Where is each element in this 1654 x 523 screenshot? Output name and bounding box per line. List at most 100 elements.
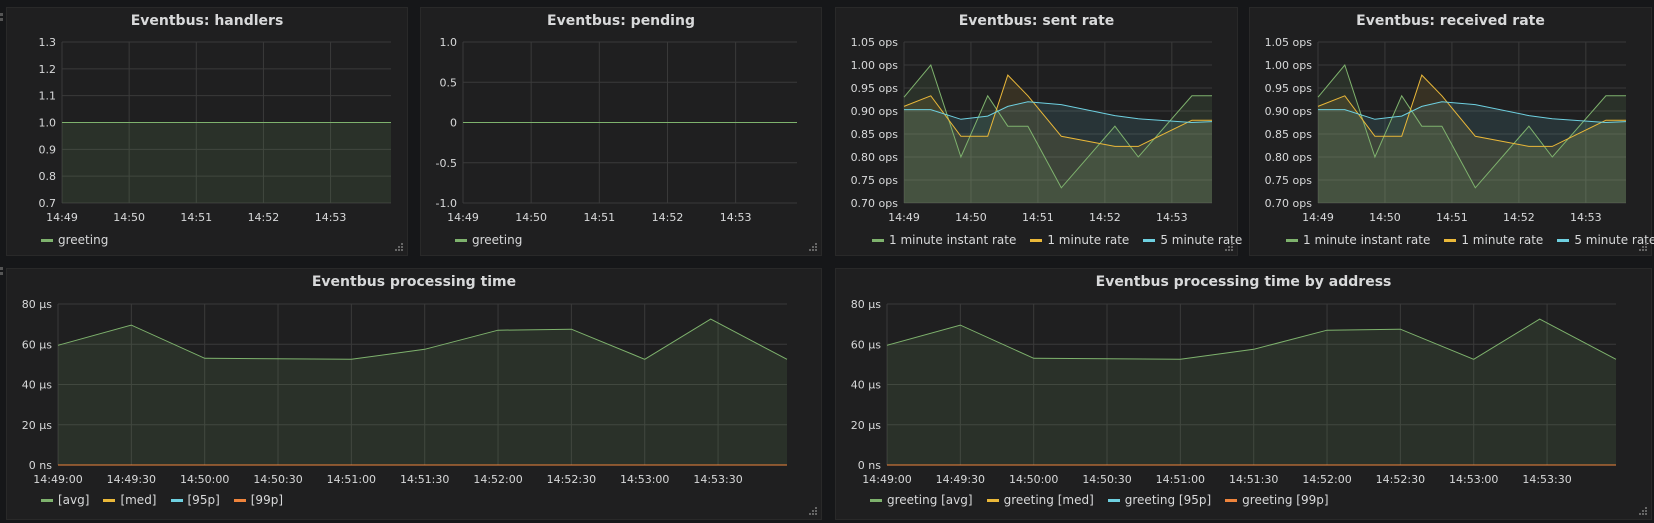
y-tick-label: 0.75 ops xyxy=(851,174,899,187)
y-tick-label: 0.9 xyxy=(39,143,57,156)
series-line-5-minute-rate[interactable] xyxy=(904,101,1213,124)
panel-title[interactable]: Eventbus: received rate xyxy=(1356,13,1545,29)
x-tick-label: 14:49 xyxy=(888,211,920,224)
resize-handle-icon[interactable] xyxy=(1639,243,1648,252)
legend-item-med[interactable]: [med] xyxy=(103,493,157,507)
x-tick-label: 14:51:30 xyxy=(1229,473,1278,486)
row-drag-handle-top[interactable] xyxy=(0,10,5,22)
chart-received-rate: 0.70 ops 0.75 ops 0.80 ops 0.85 ops 0.90 ops… xyxy=(1265,36,1627,224)
series-area-1-minute-instant-rate xyxy=(1318,65,1626,203)
panel-title[interactable]: Eventbus processing time by address xyxy=(1095,274,1392,290)
x-tick-label: 14:53:30 xyxy=(1522,473,1571,486)
x-tick-label: 14:49 xyxy=(447,211,479,224)
legend-item-greeting-med[interactable]: greeting [med] xyxy=(986,493,1094,507)
legend-item-greeting-99p[interactable]: greeting [99p] xyxy=(1225,493,1329,507)
legend: 1 minute instant rate 1 minute rate 5 minu… xyxy=(1286,233,1654,247)
legend-item-99p[interactable]: [99p] xyxy=(233,493,283,507)
legend-item-greeting[interactable]: greeting xyxy=(41,233,108,247)
legend-item-1-minute-instant-rate[interactable]: 1 minute instant rate xyxy=(1286,233,1430,247)
legend-item-1-minute-instant-rate[interactable]: 1 minute instant rate xyxy=(872,233,1016,247)
resize-handle-icon[interactable] xyxy=(1639,507,1648,516)
legend-label: 5 minute rate xyxy=(1574,233,1654,247)
legend-swatch xyxy=(870,498,882,502)
legend-item-avg[interactable]: [avg] xyxy=(41,493,89,507)
series-line-1-minute-instant-rate[interactable] xyxy=(1317,63,1626,189)
legend-swatch xyxy=(1143,238,1156,242)
panel-sent-rate: Eventbus: sent rate 0.70 ops 0.75 ops 0.80… xyxy=(835,7,1242,256)
x-tick-label: 14:51 xyxy=(1022,211,1054,224)
y-tick-label: 20 µs xyxy=(22,419,52,432)
x-tick-label: 14:50 xyxy=(515,211,547,224)
x-tick-label: 14:50:00 xyxy=(1009,473,1058,486)
series-area-5-minute-rate xyxy=(1318,101,1626,203)
x-tick-label: 14:50:30 xyxy=(253,473,302,486)
y-tick-label: 0.85 ops xyxy=(1265,128,1313,141)
x-tick-label: 14:53:00 xyxy=(1449,473,1498,486)
series-line-1-minute-instant-rate[interactable] xyxy=(903,63,1212,189)
y-tick-label: 40 µs xyxy=(851,379,881,392)
series-line-avg[interactable] xyxy=(57,318,788,360)
panel-processing-time-by-address: Eventbus processing time by address 0 ns… xyxy=(835,268,1652,520)
legend-swatch xyxy=(1225,498,1238,502)
y-tick-label: 1.05 ops xyxy=(851,36,899,49)
series-line-1-minute-rate[interactable] xyxy=(903,74,1212,147)
legend-item-greeting[interactable]: greeting xyxy=(455,233,522,247)
row-drag-handle-bottom[interactable] xyxy=(0,264,5,276)
x-tick-label: 14:50:00 xyxy=(180,473,229,486)
resize-handle-icon[interactable] xyxy=(1225,243,1234,252)
chart-processing-time: 0 ns 20 µs 40 µs 60 µs 80 µs 14:49:00 14:49:30… xyxy=(22,298,788,486)
legend: 1 minute instant rate 1 minute rate 5 minu… xyxy=(872,233,1242,247)
legend-item-greeting-avg[interactable]: greeting [avg] xyxy=(870,493,973,507)
x-tick-label: 14:52 xyxy=(1503,211,1535,224)
x-tick-label: 14:53:30 xyxy=(693,473,742,486)
y-tick-label: 80 µs xyxy=(851,298,881,311)
panel-pending: Eventbus: pending -1.0 -0.5 0 0.5 1.0 14:49 14… xyxy=(420,7,822,256)
legend: greeting [avg] greeting [med] greeting [95… xyxy=(870,493,1329,507)
legend-item-1-minute-rate[interactable]: 1 minute rate xyxy=(1444,233,1543,247)
y-tick-label: 0 ns xyxy=(29,459,52,472)
y-tick-label: 0 xyxy=(450,117,457,130)
legend-item-5-minute-rate[interactable]: 5 minute rate xyxy=(1557,233,1654,247)
resize-handle-icon[interactable] xyxy=(809,507,818,516)
y-tick-label: 60 µs xyxy=(22,338,52,351)
x-tick-label: 14:52:00 xyxy=(1302,473,1351,486)
series-area-1-minute-rate xyxy=(904,75,1212,203)
series-area-1-minute-rate xyxy=(1318,75,1626,203)
panel-title[interactable]: Eventbus processing time xyxy=(311,274,517,290)
legend-item-5-minute-rate[interactable]: 5 minute rate xyxy=(1143,233,1242,247)
series-line-5-minute-rate[interactable] xyxy=(1318,101,1627,124)
x-tick-label: 14:49:00 xyxy=(862,473,911,486)
series-line-1-minute-rate[interactable] xyxy=(1317,74,1626,147)
y-tick-label: -1.0 xyxy=(436,197,457,210)
legend-label: [avg] xyxy=(58,493,90,507)
legend-item-greeting-95p[interactable]: greeting [95p] xyxy=(1107,493,1211,507)
legend-label: 1 minute rate xyxy=(1461,233,1544,247)
legend-label: 1 minute instant rate xyxy=(889,233,1017,247)
legend-label: greeting [99p] xyxy=(1242,493,1329,507)
x-tick-label: 14:51:30 xyxy=(400,473,449,486)
y-tick-label: 0.90 ops xyxy=(851,105,899,118)
y-tick-label: 1.00 ops xyxy=(851,59,899,72)
legend-swatch xyxy=(103,498,116,502)
y-tick-label: 1.0 xyxy=(39,117,57,130)
legend-item-95p[interactable]: [95p] xyxy=(170,493,220,507)
panel-title[interactable]: Eventbus: sent rate xyxy=(958,13,1115,29)
resize-handle-icon[interactable] xyxy=(395,243,404,252)
x-tick-label: 14:51 xyxy=(180,211,212,224)
x-tick-label: 14:50:30 xyxy=(1082,473,1131,486)
panel-title[interactable]: Eventbus: pending xyxy=(547,13,695,29)
y-tick-label: 0.90 ops xyxy=(1265,105,1313,118)
panel-handlers: Eventbus: handlers 0.7 0.8 0.9 1.0 1.1 1.2 1.3… xyxy=(6,7,408,256)
y-tick-label: 1.3 xyxy=(39,36,57,49)
y-tick-label: 40 µs xyxy=(22,379,52,392)
legend-item-1-minute-rate[interactable]: 1 minute rate xyxy=(1030,233,1129,247)
legend-label: 5 minute rate xyxy=(1160,233,1243,247)
legend-swatch xyxy=(872,238,884,242)
x-tick-label: 14:49:30 xyxy=(936,473,985,486)
y-tick-label: 0.80 ops xyxy=(1265,151,1313,164)
series-line-greeting-avg[interactable] xyxy=(886,318,1617,360)
panel-title[interactable]: Eventbus: handlers xyxy=(130,13,284,29)
legend-label: [med] xyxy=(120,493,157,507)
resize-handle-icon[interactable] xyxy=(809,243,818,252)
x-tick-label: 14:49 xyxy=(1302,211,1334,224)
